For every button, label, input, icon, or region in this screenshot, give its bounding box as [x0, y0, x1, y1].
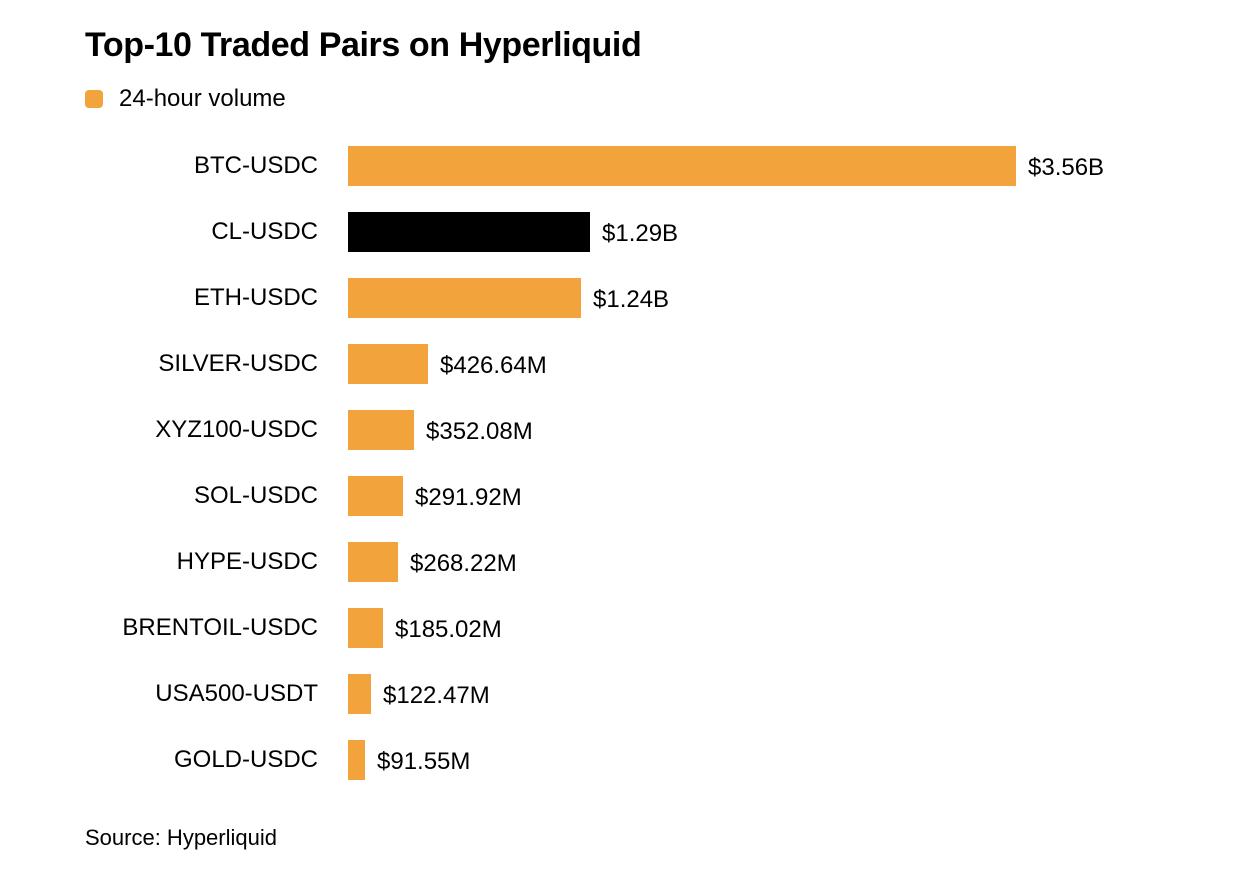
bar — [348, 146, 1016, 187]
bar-track: $291.92M — [348, 476, 1212, 517]
bar-track: $3.56B — [348, 146, 1212, 187]
category-label: SILVER-USDC — [158, 350, 318, 378]
category-label: USA500-USDT — [155, 680, 318, 708]
chart-container: Top-10 Traded Pairs on Hyperliquid 24-ho… — [85, 26, 1212, 851]
chart-title: Top-10 Traded Pairs on Hyperliquid — [85, 26, 642, 64]
bar — [348, 740, 365, 781]
legend-label: 24-hour volume — [119, 85, 286, 113]
bar-track: $1.24B — [348, 278, 1212, 319]
chart-row: XYZ100-USDC $352.08M — [85, 397, 1212, 463]
value-label: $3.56B — [1028, 154, 1105, 182]
chart-row: HYPE-USDC $268.22M — [85, 529, 1212, 595]
category-label: ETH-USDC — [194, 284, 318, 312]
bar-track: $426.64M — [348, 344, 1212, 385]
bar-track: $352.08M — [348, 410, 1212, 451]
chart-row: ETH-USDC $1.24B — [85, 265, 1212, 331]
chart-row: BRENTOIL-USDC $185.02M — [85, 595, 1212, 661]
legend: 24-hour volume — [85, 87, 1212, 111]
category-label: XYZ100-USDC — [155, 416, 318, 444]
category-label: CL-USDC — [211, 218, 318, 246]
bar — [348, 212, 590, 253]
bar — [348, 476, 403, 517]
chart-row: USA500-USDT $122.47M — [85, 661, 1212, 727]
source-note: Source: Hyperliquid — [85, 825, 277, 851]
bar — [348, 344, 428, 385]
bar-track: $122.47M — [348, 674, 1212, 715]
bar-chart: BTC-USDC $3.56B CL-USDC $1.29B ETH-USDC $1.24… — [85, 133, 1212, 793]
value-label: $185.02M — [395, 616, 502, 644]
bar — [348, 410, 414, 451]
chart-row: SOL-USDC $291.92M — [85, 463, 1212, 529]
bar — [348, 674, 371, 715]
bar-track: $1.29B — [348, 212, 1212, 253]
chart-row: SILVER-USDC $426.64M — [85, 331, 1212, 397]
category-label: BTC-USDC — [194, 152, 318, 180]
value-label: $1.24B — [593, 286, 670, 314]
bar-track: $268.22M — [348, 542, 1212, 583]
category-label: GOLD-USDC — [173, 746, 318, 774]
bar — [348, 608, 383, 649]
value-label: $268.22M — [410, 550, 517, 578]
category-label: BRENTOIL-USDC — [122, 614, 318, 642]
bar — [348, 542, 398, 583]
chart-row: GOLD-USDC $91.55M — [85, 727, 1212, 793]
value-label: $1.29B — [602, 220, 679, 248]
category-label: HYPE-USDC — [176, 548, 318, 576]
value-label: $426.64M — [440, 352, 547, 380]
value-label: $291.92M — [415, 484, 522, 512]
bar-track: $185.02M — [348, 608, 1212, 649]
bar — [348, 278, 581, 319]
value-label: $122.47M — [383, 682, 490, 710]
bar-track: $91.55M — [348, 740, 1212, 781]
chart-row: CL-USDC $1.29B — [85, 199, 1212, 265]
category-label: SOL-USDC — [193, 482, 318, 510]
legend-swatch-icon — [85, 90, 103, 109]
chart-row: BTC-USDC $3.56B — [85, 133, 1212, 199]
value-label: $352.08M — [426, 418, 533, 446]
value-label: $91.55M — [377, 748, 471, 776]
